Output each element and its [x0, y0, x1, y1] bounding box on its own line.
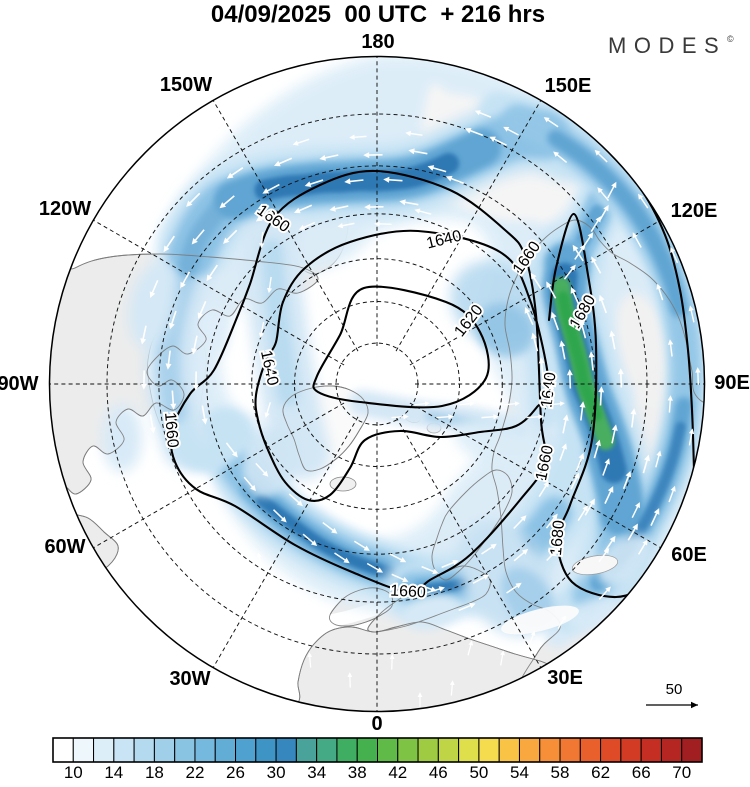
svg-text:10: 10 — [64, 763, 83, 782]
svg-text:54: 54 — [510, 763, 529, 782]
svg-text:30W: 30W — [169, 668, 210, 690]
svg-text:1660: 1660 — [161, 412, 181, 449]
svg-text:38: 38 — [348, 763, 367, 782]
svg-text:46: 46 — [429, 763, 448, 782]
svg-text:150E: 150E — [545, 75, 592, 97]
svg-text:26: 26 — [226, 763, 245, 782]
svg-text:04/09/2025 00 UTC + 216 hrs: 04/09/2025 00 UTC + 216 hrs — [211, 1, 545, 28]
svg-text:30: 30 — [267, 763, 286, 782]
svg-text:70: 70 — [672, 763, 691, 782]
svg-text:60W: 60W — [44, 536, 85, 558]
svg-text:0: 0 — [371, 713, 382, 735]
svg-text:50: 50 — [469, 763, 488, 782]
svg-text:62: 62 — [591, 763, 610, 782]
svg-text:90E: 90E — [714, 372, 750, 394]
svg-text:60E: 60E — [671, 544, 707, 566]
svg-text:66: 66 — [632, 763, 651, 782]
svg-text:22: 22 — [186, 763, 205, 782]
svg-text:180: 180 — [361, 31, 394, 53]
svg-text:150W: 150W — [160, 74, 212, 96]
svg-text:1660: 1660 — [390, 583, 427, 602]
svg-text:14: 14 — [104, 763, 123, 782]
svg-text:18: 18 — [145, 763, 164, 782]
svg-text:42: 42 — [388, 763, 407, 782]
svg-text:58: 58 — [551, 763, 570, 782]
svg-text:120E: 120E — [671, 200, 718, 222]
svg-text:120W: 120W — [39, 198, 91, 220]
svg-text:90W: 90W — [0, 373, 39, 395]
svg-text:50: 50 — [666, 681, 683, 698]
svg-text:©: © — [727, 34, 734, 44]
svg-text:30E: 30E — [547, 667, 583, 689]
svg-text:MODES: MODES — [608, 33, 726, 58]
svg-text:34: 34 — [307, 763, 326, 782]
